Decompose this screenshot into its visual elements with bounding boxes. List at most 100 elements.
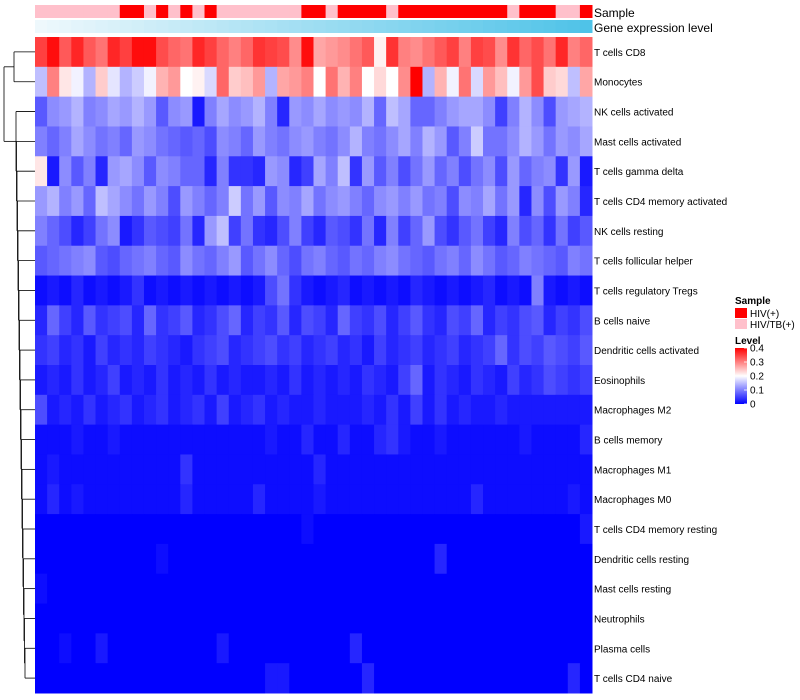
heatmap-cell (71, 454, 84, 485)
gene-expression-annotation-cell (458, 20, 472, 33)
heatmap-cell (131, 66, 145, 98)
heatmap-cell (289, 96, 302, 127)
heatmap-cell (374, 66, 387, 98)
heatmap-cell (35, 66, 48, 98)
heatmap-cell (289, 543, 302, 575)
heatmap-cell (216, 37, 230, 68)
heatmap-cell (579, 365, 593, 396)
heatmap-cell (289, 335, 302, 366)
heatmap-cell (507, 96, 520, 127)
heatmap-cell (325, 275, 339, 306)
heatmap-cell (47, 96, 60, 127)
sample-annotation-track (35, 5, 593, 18)
heatmap-cell (228, 156, 242, 187)
heatmap-cell (192, 305, 206, 336)
sample-annotation-cell (107, 5, 121, 18)
heatmap-cell (458, 365, 472, 396)
heatmap-cell (35, 335, 48, 366)
heatmap-cell (228, 454, 242, 485)
heatmap-cell (507, 305, 520, 336)
heatmap-cell (289, 603, 302, 634)
heatmap-cell (519, 394, 532, 426)
heatmap-cell (386, 186, 399, 217)
heatmap-cell (35, 394, 48, 426)
heatmap-cell (180, 573, 193, 605)
heatmap-cell (422, 424, 436, 455)
heatmap-cell (47, 633, 60, 664)
heatmap-cell (543, 275, 557, 306)
heatmap-cell (470, 543, 484, 575)
row-label: Macrophages M2 (594, 406, 672, 417)
heatmap-cell (119, 365, 133, 396)
heatmap-cell (470, 335, 484, 366)
heatmap-cell (313, 484, 327, 515)
heatmap-cell (434, 424, 448, 455)
heatmap-cell (301, 543, 314, 575)
heatmap-cell (483, 484, 496, 515)
heatmap-cell (277, 543, 290, 575)
heatmap-cell (252, 126, 266, 157)
heatmap-cell (555, 335, 569, 366)
heatmap-cell (446, 514, 460, 545)
heatmap-cell (313, 365, 327, 396)
heatmap-cell (410, 394, 423, 426)
heatmap-cell (59, 424, 72, 455)
heatmap-cell (204, 454, 218, 485)
heatmap-cell (35, 543, 48, 575)
heatmap-cell (374, 663, 387, 694)
heatmap-cell (483, 335, 496, 366)
heatmap-cell (337, 484, 351, 515)
heatmap-cell (446, 215, 460, 247)
heatmap-cell (313, 156, 327, 187)
heatmap-cell (470, 96, 484, 127)
heatmap-cell (386, 394, 399, 426)
heatmap-cell (277, 484, 290, 515)
heatmap-cell (301, 514, 314, 545)
sample-annotation-cell (47, 5, 60, 18)
heatmap-cell (567, 514, 581, 545)
heatmap-cell (252, 96, 266, 127)
heatmap-cell (301, 603, 314, 634)
heatmap-cell (410, 37, 423, 68)
heatmap-cell (168, 96, 181, 127)
heatmap-cell (446, 573, 460, 605)
heatmap-cell (555, 424, 569, 455)
heatmap-cell (519, 543, 532, 575)
heatmap-cell (374, 335, 387, 366)
sample-annotation-cell (228, 5, 242, 18)
heatmap-cell (204, 394, 218, 426)
heatmap-cell (398, 573, 411, 605)
heatmap-cell (192, 96, 206, 127)
heatmap-cell (579, 66, 593, 98)
heatmap-cell (47, 603, 60, 634)
heatmap-cell (47, 215, 60, 247)
heatmap-cell (313, 335, 327, 366)
heatmap-cell (567, 543, 581, 575)
heatmap-cell (422, 603, 436, 634)
heatmap-cell (47, 126, 60, 157)
heatmap-cell (59, 305, 72, 336)
heatmap-cell (555, 305, 569, 336)
heatmap-cell (507, 543, 520, 575)
heatmap-cell (277, 186, 290, 217)
heatmap-cell (543, 543, 557, 575)
heatmap-cell (519, 305, 532, 336)
heatmap-cell (531, 394, 545, 426)
heatmap-cell (119, 454, 133, 485)
heatmap-cell (107, 96, 121, 127)
heatmap-cell (325, 514, 339, 545)
heatmap-cell (325, 215, 339, 247)
heatmap-cell (59, 484, 72, 515)
heatmap-cell (507, 186, 520, 217)
heatmap-cell (156, 96, 169, 127)
heatmap-cell (192, 335, 206, 366)
heatmap-cell (483, 305, 496, 336)
gene-expression-annotation-cell (567, 20, 581, 33)
heatmap-cell (192, 245, 206, 277)
heatmap-cell (289, 126, 302, 157)
heatmap-cell (543, 633, 557, 664)
gene-expression-annotation-cell (434, 20, 448, 33)
heatmap-cell (507, 514, 520, 545)
heatmap-cell (156, 424, 169, 455)
heatmap-cell (289, 633, 302, 664)
